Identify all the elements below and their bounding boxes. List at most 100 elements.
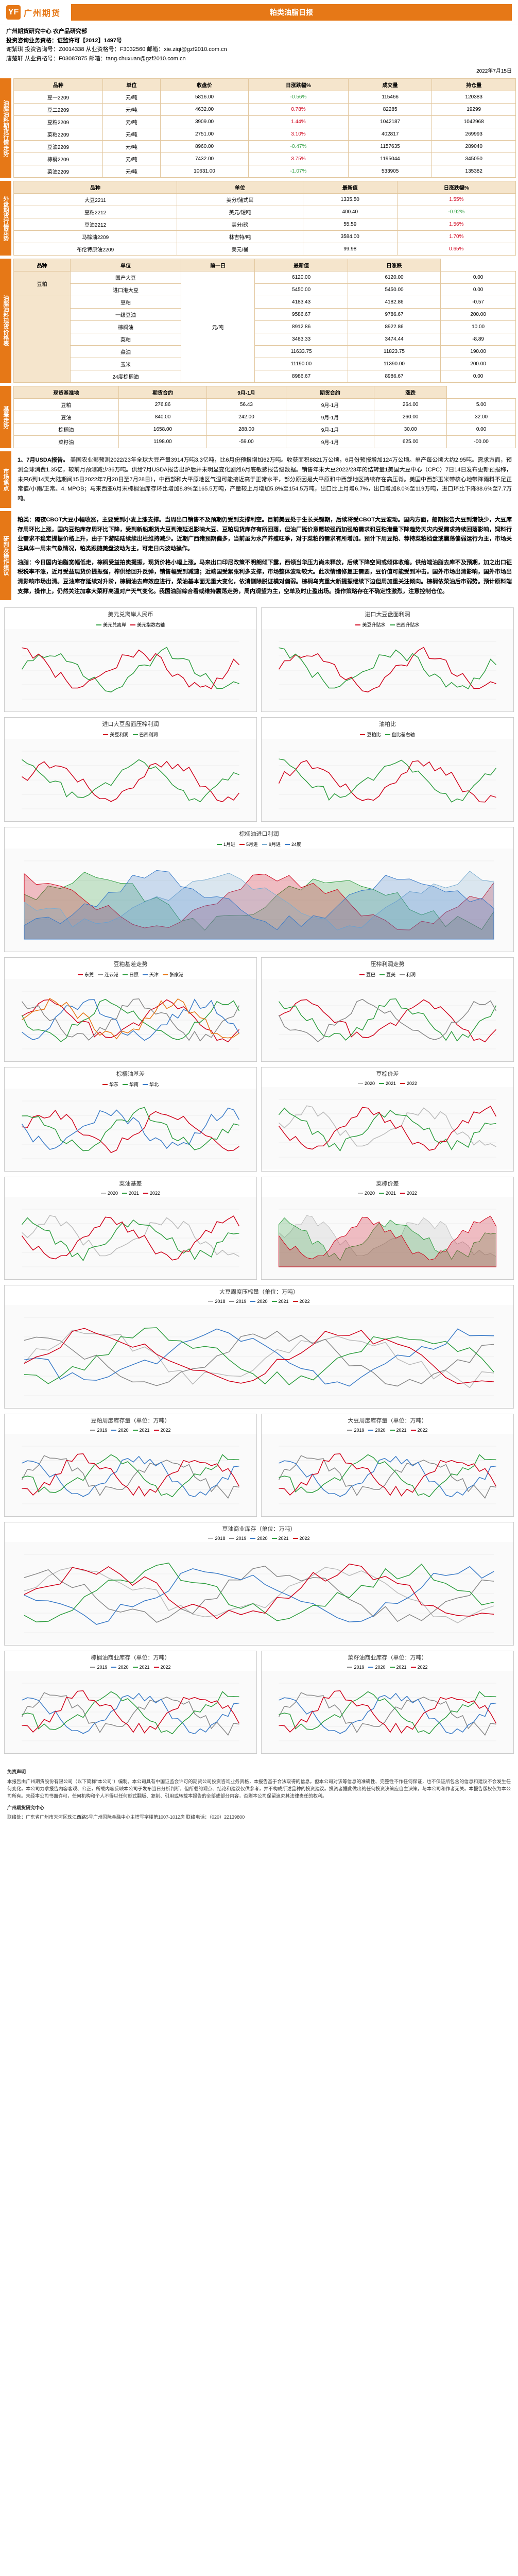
table-cell: -1.07% bbox=[249, 165, 349, 178]
table-cell: 元/吨 bbox=[102, 141, 160, 153]
chart-legend: 美豆升贴水巴西升贴水 bbox=[262, 620, 513, 629]
table-cell: 8986.67 bbox=[255, 370, 348, 383]
legend-item: 美元指数右轴 bbox=[130, 621, 165, 628]
chart: 油粕比豆粕比盘比差右轴 bbox=[261, 717, 514, 822]
table-cell: 264.00 bbox=[374, 399, 447, 411]
table-cell: 元/吨 bbox=[102, 128, 160, 141]
table-cell: 1335.50 bbox=[303, 194, 397, 206]
section-basis: 基差走势 现货基准地期货合约9月-1月期货合约涨跌 豆粕276.8656.439… bbox=[0, 386, 518, 448]
section-advice: 研判及操作建议 粕类：隔夜CBOT大豆小幅收涨，主要受到小麦上涨支撑。当周出口销… bbox=[0, 511, 518, 601]
table-cell: 289040 bbox=[432, 141, 516, 153]
legend-item: 华北 bbox=[143, 1081, 159, 1088]
chart: 棕榈油进口利润1月进5月进9月进24度 bbox=[4, 827, 514, 952]
table-cell: 24度棕榈油 bbox=[71, 370, 181, 383]
table-cell: 豆粕 bbox=[71, 296, 181, 309]
chart-title: 油粕比 bbox=[262, 718, 513, 730]
chart-body bbox=[5, 849, 513, 952]
table-row: 菜籽油1198.00-59.009月-1月625.00-00.00 bbox=[14, 436, 516, 448]
table-header: 持仓量 bbox=[432, 79, 516, 91]
table-cell: 1.44% bbox=[249, 116, 349, 128]
legend-item: 2022 bbox=[400, 1191, 417, 1196]
legend-item: 2019 bbox=[347, 1665, 364, 1670]
dept-line: 广州期货研究中心 农产品研究部 bbox=[6, 27, 512, 37]
table-cell: 豆油 bbox=[14, 411, 119, 423]
table-cell: 5816.00 bbox=[160, 91, 248, 104]
table-cell: 3483.33 bbox=[255, 333, 348, 346]
table-cell: 棕榈油 bbox=[14, 423, 119, 436]
chart: 菜棕价差2020 2021 2022 bbox=[261, 1177, 514, 1280]
legend-item: 2022 bbox=[154, 1665, 171, 1670]
advice-oil-label: 油脂：今日国内油脂宽幅低走，棕榈受益拍卖提振，现货价格小幅上涨。马来出口印尼改策… bbox=[18, 560, 512, 595]
table-cell: 9月-1月 bbox=[286, 399, 374, 411]
chart-title: 豆棕价差 bbox=[262, 1067, 513, 1080]
center-title: 广州期货研究中心 bbox=[7, 1804, 511, 1811]
chart-row: 进口大豆盘面压榨利润美豆利润巴西利润油粕比豆粕比盘比差右轴 bbox=[4, 717, 514, 822]
table-cell: 3.10% bbox=[249, 128, 349, 141]
table-row: 棕榈2209元/吨7432.003.75%1195044345050 bbox=[14, 153, 516, 165]
legend-item: 2020 bbox=[358, 1191, 375, 1196]
table-cell: 元/吨 bbox=[102, 116, 160, 128]
table-cell: 元/吨 bbox=[102, 91, 160, 104]
table-cell: 1.70% bbox=[397, 231, 515, 243]
table-cell: 0.00 bbox=[441, 272, 516, 284]
table-cell: 7432.00 bbox=[160, 153, 248, 165]
table-row: 豆粕2212美元/短吨400.40-0.92% bbox=[14, 206, 516, 218]
table-cell: 8960.00 bbox=[160, 141, 248, 153]
legend-item: 天津 bbox=[143, 971, 159, 978]
legend-item: 1月进 bbox=[217, 841, 235, 848]
legend-item: 连云港 bbox=[98, 971, 118, 978]
table-cell: 马棕油2209 bbox=[14, 231, 177, 243]
chart: 进口大豆盘面利润美豆升贴水巴西升贴水 bbox=[261, 607, 514, 712]
legend-item: 2020 bbox=[101, 1191, 118, 1196]
legend-item: 2021 bbox=[379, 1191, 396, 1196]
table-cell: 棕榈2209 bbox=[14, 153, 103, 165]
legend-item: 2020 bbox=[358, 1081, 375, 1086]
table-row: 豆二2209元/吨4632.000.78%8228519299 bbox=[14, 104, 516, 116]
table-header: 涨跌 bbox=[374, 386, 447, 399]
table-cell: 元/吨 bbox=[102, 104, 160, 116]
chart-row: 棕榈油商业库存（单位：万吨）2019202020212022菜籽油商业库存（单位… bbox=[4, 1651, 514, 1754]
table-cell: -0.56% bbox=[249, 91, 349, 104]
table-header: 期货合约 bbox=[118, 386, 206, 399]
table-cell: 1195044 bbox=[348, 153, 432, 165]
table-cell: 1658.00 bbox=[118, 423, 206, 436]
chart-title: 菜棕价差 bbox=[262, 1177, 513, 1190]
table-foreign: 品种单位最新值日涨跌幅% 大豆2211美分/蒲式耳1335.501.55%豆粕2… bbox=[13, 181, 516, 256]
legend-item: 2022 bbox=[293, 1536, 310, 1541]
table-header: 日涨跌 bbox=[348, 259, 440, 272]
table-row: 菜粕3483.333474.44-8.89 bbox=[14, 333, 516, 346]
chart-body bbox=[5, 1671, 256, 1753]
table-cell: 3.75% bbox=[249, 153, 349, 165]
table-cell: 840.00 bbox=[118, 411, 206, 423]
advice-meal: 粕类：隔夜CBOT大豆小幅收涨，主要受到小麦上涨支撑。当周出口销售不及预期仍受到… bbox=[18, 515, 512, 554]
legend-item: 24度 bbox=[285, 841, 301, 848]
chart-row: 棕榈油基差华东华南华北豆棕价差202020212022 bbox=[4, 1067, 514, 1172]
table-cell: 豆粕2212 bbox=[14, 206, 177, 218]
table-header: 最新值 bbox=[303, 181, 397, 194]
table-header: 现货基准地 bbox=[14, 386, 119, 399]
focus-body: 美国农业部预测2022/23年全球大豆产量3914万吨3.3亿吨，比6月份预报增… bbox=[18, 457, 512, 502]
legend-item: 美豆升贴水 bbox=[355, 621, 385, 628]
legend-item: 2022 bbox=[293, 1299, 310, 1304]
vlabel-3: 油脂油料现货价格表 bbox=[0, 259, 11, 383]
chart: 豆油商业库存（单位：万吨）20182019202020212022 bbox=[4, 1522, 514, 1646]
table-row: 豆一2209元/吨5816.00-0.56%115466120383 bbox=[14, 91, 516, 104]
chart: 大豆周度压榨量（单位：万吨）20182019202020212022 bbox=[4, 1285, 514, 1409]
table-row: 豆油2209元/吨8960.00-0.47%1157635289040 bbox=[14, 141, 516, 153]
table-row: 进口港大豆5450.005450.000.00 bbox=[14, 284, 516, 296]
chart-title: 进口大豆盘面利润 bbox=[262, 608, 513, 620]
chart-body bbox=[5, 1434, 256, 1516]
chart-body bbox=[262, 739, 513, 821]
legend-item: 2021 bbox=[133, 1665, 150, 1670]
legend-item: 2022 bbox=[154, 1428, 171, 1433]
chart-legend: 2020 2021 2022 bbox=[262, 1190, 513, 1197]
chart-title: 大豆周度库存量（单位：万吨） bbox=[262, 1414, 513, 1427]
legend-item: 2021 bbox=[390, 1428, 407, 1433]
table-cell: 林吉特/吨 bbox=[177, 231, 303, 243]
logo-mark: YF bbox=[6, 5, 21, 20]
table-cell: 豆油2212 bbox=[14, 218, 177, 231]
table-cell: 242.00 bbox=[207, 411, 286, 423]
legend-item: 2021 bbox=[272, 1536, 289, 1541]
legend-item: 2020 bbox=[111, 1428, 128, 1433]
table-cell: 美分/磅 bbox=[177, 218, 303, 231]
